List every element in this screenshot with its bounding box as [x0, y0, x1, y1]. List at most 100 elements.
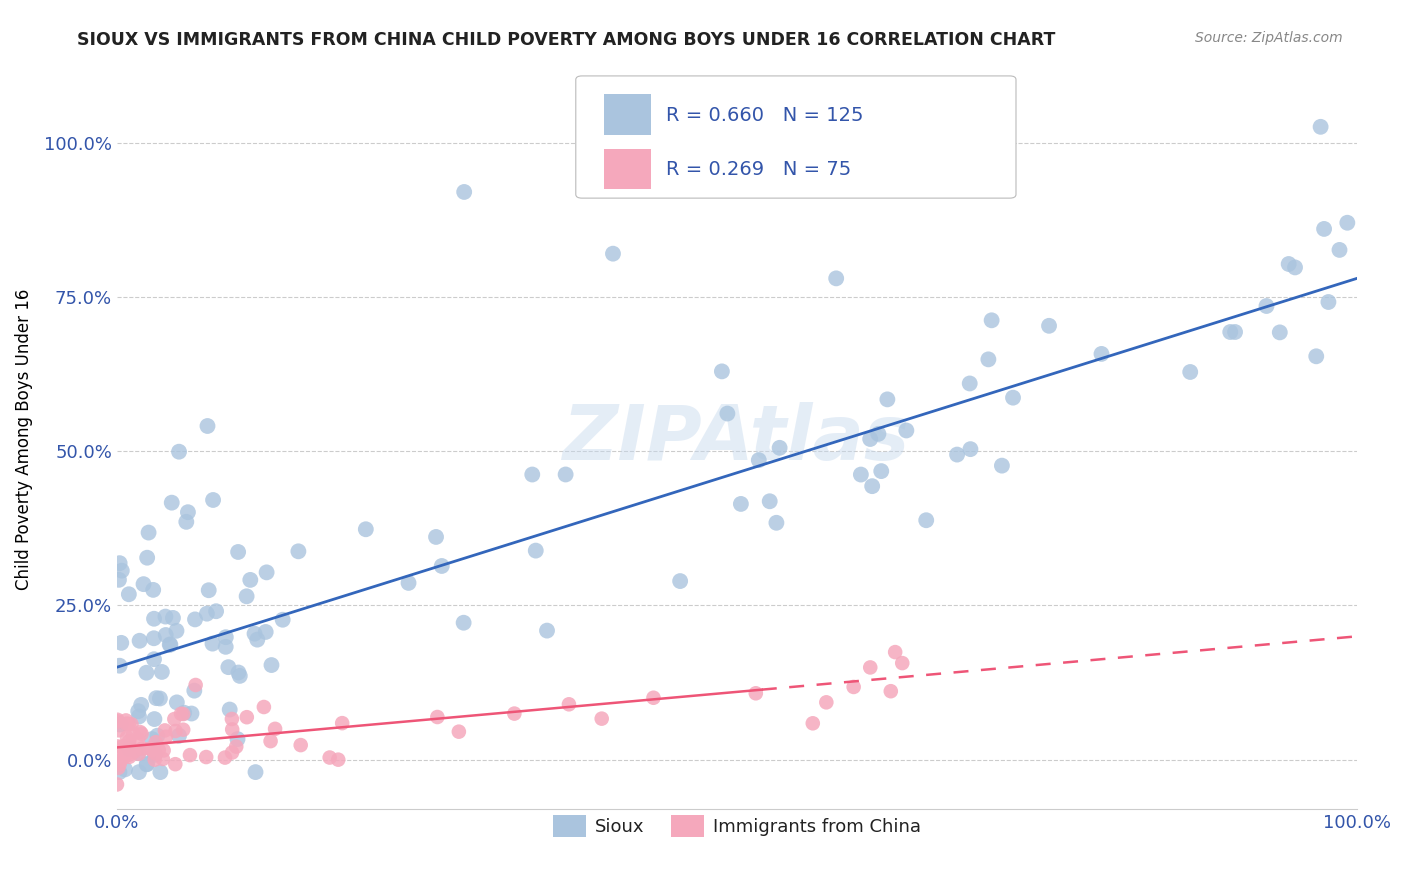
Point — [111, 564, 134, 578]
Point — [115, 731, 138, 745]
Point — [114, 763, 136, 777]
Point — [195, 607, 218, 621]
Point — [758, 494, 780, 508]
Point — [108, 556, 131, 570]
Point — [1090, 347, 1112, 361]
Text: R = 0.269   N = 75: R = 0.269 N = 75 — [666, 161, 852, 179]
Point — [165, 757, 187, 772]
FancyBboxPatch shape — [576, 76, 1017, 198]
Point — [138, 741, 160, 756]
Point — [166, 695, 188, 709]
Point — [860, 479, 883, 493]
Text: R = 0.660   N = 125: R = 0.660 N = 125 — [666, 105, 863, 125]
Point — [177, 505, 200, 519]
Point — [142, 582, 165, 597]
Point — [143, 712, 166, 726]
Point — [716, 407, 738, 421]
Point — [254, 624, 277, 639]
Point — [215, 640, 238, 654]
Point — [112, 742, 135, 756]
Point — [430, 559, 453, 574]
Point — [172, 707, 194, 722]
Point — [524, 543, 547, 558]
Point — [201, 637, 224, 651]
Point — [221, 723, 243, 737]
Point — [977, 352, 1000, 367]
Point — [946, 448, 969, 462]
Point — [884, 645, 907, 659]
Point — [145, 691, 167, 706]
Point — [118, 750, 141, 764]
Point — [891, 656, 914, 670]
Point — [453, 615, 475, 630]
Point — [536, 624, 558, 638]
Point — [235, 590, 257, 604]
Point — [825, 271, 848, 285]
Point — [197, 419, 219, 434]
Point — [225, 739, 247, 754]
Point — [1256, 299, 1278, 313]
Point — [245, 765, 267, 780]
Point — [122, 745, 145, 759]
Point — [453, 185, 475, 199]
Point — [143, 747, 166, 762]
Point — [218, 702, 240, 716]
Y-axis label: Child Poverty Among Boys Under 16: Child Poverty Among Boys Under 16 — [15, 288, 32, 590]
Point — [167, 444, 190, 458]
Point — [152, 752, 174, 766]
Point — [195, 750, 218, 764]
Point — [155, 628, 177, 642]
Point — [172, 723, 194, 737]
Point — [868, 426, 890, 441]
Point — [145, 735, 167, 749]
Point — [290, 738, 312, 752]
Point — [159, 638, 181, 652]
Point — [202, 493, 225, 508]
Point — [110, 636, 132, 650]
Text: SIOUX VS IMMIGRANTS FROM CHINA CHILD POVERTY AMONG BOYS UNDER 16 CORRELATION CHA: SIOUX VS IMMIGRANTS FROM CHINA CHILD POV… — [77, 31, 1056, 49]
Point — [107, 714, 129, 729]
Point — [136, 757, 159, 772]
Point — [259, 734, 281, 748]
Point — [880, 684, 903, 698]
Point — [179, 748, 201, 763]
Point — [115, 716, 138, 731]
Point — [815, 695, 838, 709]
Point — [226, 732, 249, 747]
Point — [143, 612, 166, 626]
Point — [447, 724, 470, 739]
Point — [1223, 325, 1246, 339]
Point — [152, 743, 174, 757]
Point — [121, 727, 143, 741]
Point — [1317, 295, 1340, 310]
Point — [730, 497, 752, 511]
Point — [132, 577, 155, 591]
Point — [118, 742, 141, 756]
Point — [768, 441, 790, 455]
Point — [128, 747, 150, 761]
Point — [163, 712, 186, 726]
Point — [184, 612, 207, 626]
Point — [991, 458, 1014, 473]
Point — [330, 716, 353, 731]
Point — [859, 660, 882, 674]
Point — [253, 700, 276, 714]
Point — [1313, 222, 1336, 236]
Point — [107, 761, 129, 775]
Point — [1038, 318, 1060, 333]
Point — [165, 723, 187, 738]
Point — [849, 467, 872, 482]
Point — [221, 746, 243, 760]
Point — [554, 467, 576, 482]
Point — [503, 706, 526, 721]
Point — [870, 464, 893, 478]
Point — [128, 765, 150, 780]
Point — [127, 732, 149, 747]
Point — [135, 757, 157, 772]
Point — [980, 313, 1002, 327]
Point — [114, 745, 136, 759]
Text: Source: ZipAtlas.com: Source: ZipAtlas.com — [1195, 31, 1343, 45]
Point — [859, 432, 882, 446]
Point — [108, 573, 131, 587]
Point — [131, 727, 153, 741]
